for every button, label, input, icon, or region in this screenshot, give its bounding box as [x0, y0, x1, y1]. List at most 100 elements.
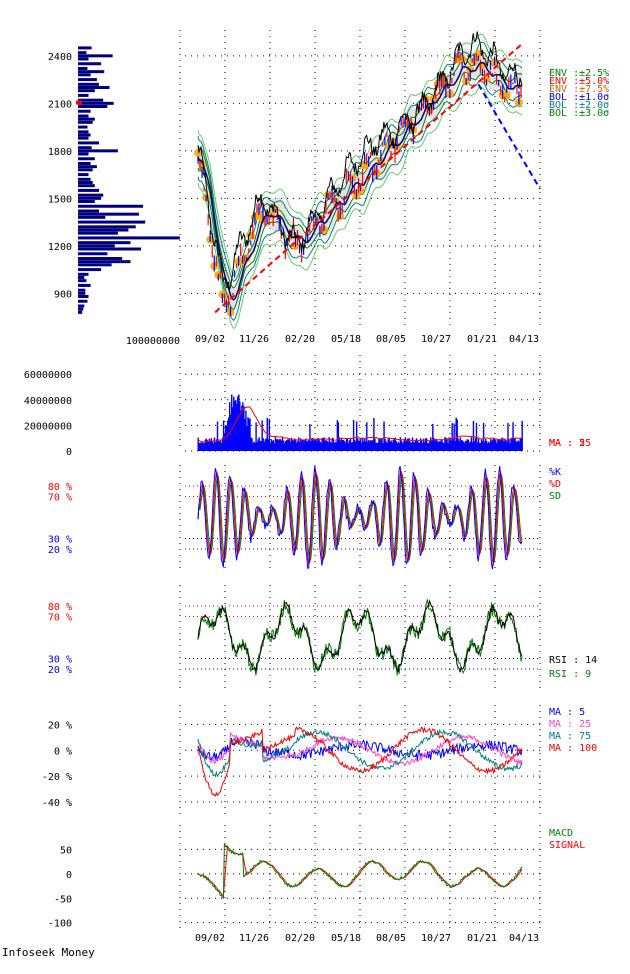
volume-bar	[350, 442, 353, 451]
volume-profile-bar	[78, 57, 89, 61]
volume-bar	[453, 423, 455, 451]
volume-bar	[288, 437, 291, 451]
volume-bar	[336, 420, 339, 451]
volume-bar	[367, 441, 369, 451]
volume-bar	[202, 443, 204, 451]
volume-bar	[405, 440, 408, 451]
volume-bar	[301, 439, 303, 451]
price-x-tick: 08/05	[376, 334, 406, 345]
price-ma-line	[197, 62, 523, 301]
price-y-tick: 900	[54, 289, 72, 300]
volume-profile-bar	[78, 188, 99, 192]
volume-bar	[454, 440, 456, 451]
volume-bar	[280, 440, 283, 451]
volume-bar	[465, 440, 468, 451]
volume-bar	[275, 439, 278, 451]
volume-bar	[404, 437, 407, 451]
volume-bar	[211, 441, 214, 451]
volume-bar	[377, 442, 379, 451]
volume-bar	[473, 441, 476, 451]
volume-bar	[321, 437, 323, 451]
volume-bar	[207, 441, 210, 451]
volume-profile-bar	[78, 263, 112, 267]
bollinger-band	[197, 51, 523, 289]
volume-bar	[410, 443, 413, 451]
volume-bar	[265, 438, 267, 451]
volume-bar	[283, 442, 286, 451]
volume-bar	[450, 440, 452, 451]
volume-bar	[500, 440, 502, 451]
volume-bar	[390, 440, 392, 451]
rsi-y-tick: 20 %	[48, 665, 72, 676]
deviation-y-tick: -20 %	[42, 772, 72, 783]
volume-bar	[300, 438, 302, 451]
volume-bar	[249, 418, 251, 451]
volume-profile-bar	[78, 272, 89, 276]
volume-bar	[357, 440, 360, 451]
volume-bar	[452, 437, 454, 451]
bottom-x-tick: 04/13	[509, 933, 539, 944]
volume-bar	[325, 439, 327, 451]
volume-bar	[494, 438, 496, 451]
volume-bar	[486, 443, 489, 451]
volume-profile-bar	[78, 67, 88, 70]
envelope-legend-item: BOL :±3.0σ	[549, 108, 609, 119]
volume-profile-bar	[78, 149, 118, 153]
volume-bar	[461, 440, 463, 451]
volume-bar	[313, 440, 315, 451]
volume-profile-bar	[78, 157, 95, 161]
volume-bar	[444, 437, 446, 451]
volume-bar	[511, 437, 513, 451]
volume-bar	[305, 438, 307, 451]
volume-bar	[488, 443, 491, 451]
footer-credit: Infoseek Money	[2, 946, 95, 959]
volume-bar	[513, 438, 515, 451]
volume-bar	[437, 442, 439, 451]
volume-bar	[289, 441, 292, 451]
envelope-legend-item: ENV :±5.0%	[549, 76, 609, 87]
volume-profile-bar	[78, 260, 131, 264]
volume-bar	[274, 437, 277, 451]
macd-y-tick: 50	[60, 845, 72, 856]
volume-bar	[516, 441, 518, 451]
volume-profile-bar	[78, 291, 86, 295]
volume-bar	[420, 439, 423, 451]
volume-profile-bar	[78, 288, 86, 292]
volume-bar	[331, 437, 333, 451]
volume-profile-bar	[78, 304, 85, 308]
volume-bar	[485, 440, 488, 451]
bollinger-band	[197, 86, 523, 329]
volume-bar	[312, 438, 314, 451]
volume-bar	[218, 441, 221, 451]
volume-bar	[320, 442, 322, 451]
volume-profile-bar	[78, 146, 92, 150]
volume-bar	[309, 424, 311, 451]
volume-bar	[474, 437, 477, 451]
volume-bar	[308, 440, 310, 451]
volume-bar	[468, 442, 471, 451]
volume-bar	[402, 441, 405, 451]
volume-bar	[261, 420, 263, 451]
volume-bar	[476, 442, 479, 451]
volume-bar	[466, 439, 469, 451]
volume-bar	[230, 414, 232, 451]
volume-bar	[378, 438, 380, 451]
volume-bar	[236, 403, 238, 451]
volume-bar	[446, 438, 448, 451]
volume-bar	[493, 437, 495, 451]
volume-profile-bar	[78, 109, 91, 113]
volume-bar	[206, 440, 209, 451]
stoch-y-tick: 80 %	[48, 482, 72, 493]
volume-bar	[334, 441, 337, 451]
volume-bar	[284, 440, 287, 451]
volume-bar	[369, 441, 371, 451]
volume-bar	[498, 439, 500, 451]
volume-profile-bar	[78, 204, 144, 208]
stoch-legend-item: %K	[549, 467, 561, 478]
volume-bar	[469, 441, 472, 451]
volume-profile-bar	[78, 89, 95, 93]
volume-bar	[517, 440, 519, 451]
volume-bar	[278, 439, 281, 451]
volume-bar	[432, 423, 434, 451]
